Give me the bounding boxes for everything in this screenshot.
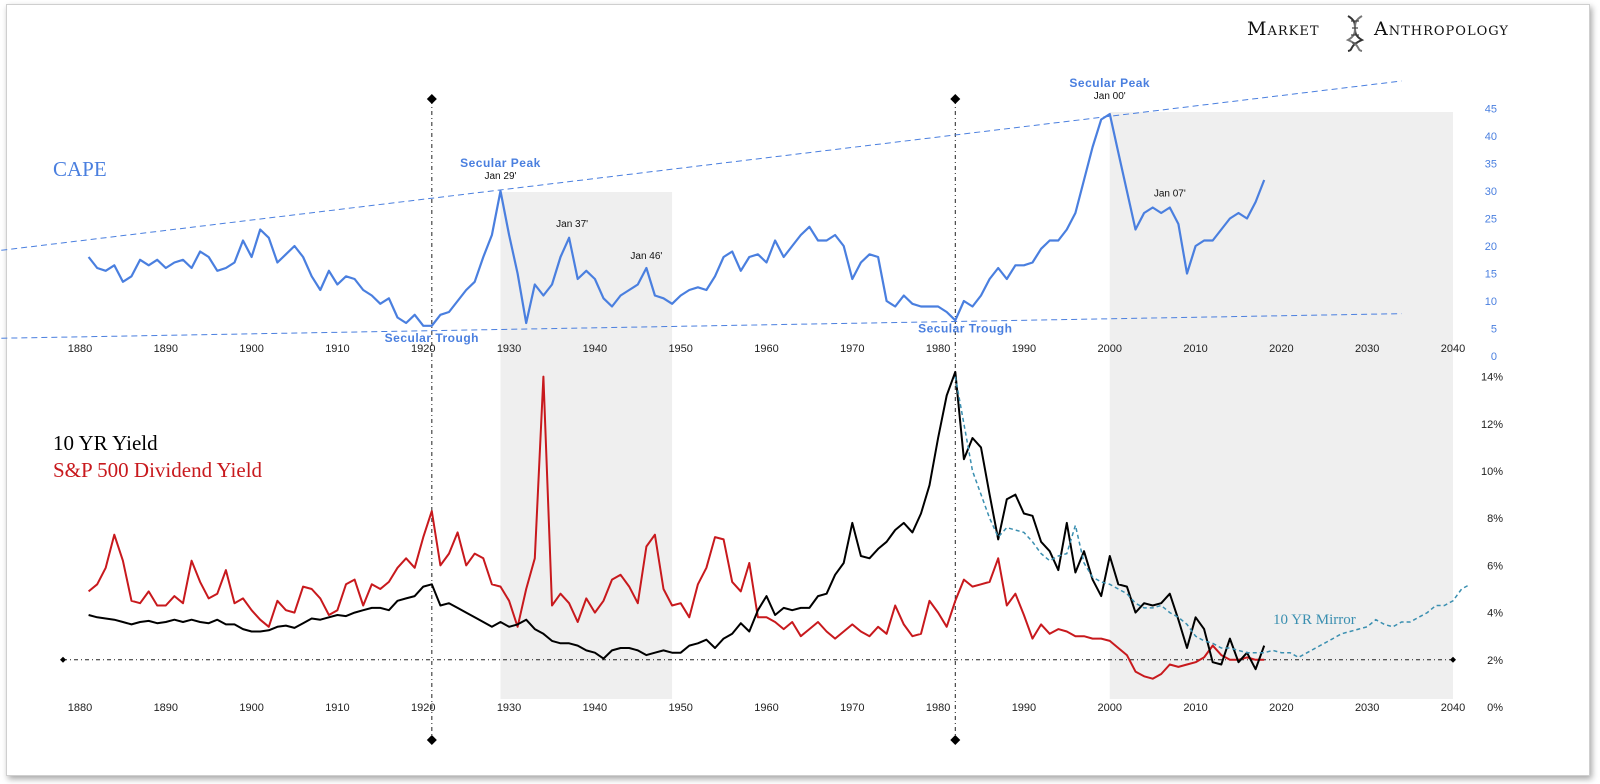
yield-y-tick-6%: 6% — [1487, 560, 1503, 572]
cape-x-tick-1880: 1880 — [68, 343, 92, 355]
diamond-bottom-1921 — [426, 735, 437, 745]
brand-left: Market — [1247, 18, 1320, 40]
cape-x-tick-2000: 2000 — [1098, 343, 1122, 355]
yield-x-tick-1950: 1950 — [668, 702, 692, 714]
cape-y-tick-25: 25 — [1485, 214, 1497, 226]
cape-x-tick-1920: 1920 — [411, 343, 435, 355]
cape-x-tick-1890: 1890 — [154, 343, 178, 355]
annotation-2: Jan 37' — [556, 219, 588, 230]
annotation-1: Secular Trough — [385, 331, 479, 345]
brand-right: Anthropology — [1374, 18, 1509, 40]
cape-trend-lines — [0, 80, 1402, 339]
shade-2000-2040 — [1109, 112, 1453, 699]
yield-x-tick-1910: 1910 — [325, 702, 349, 714]
cape-x-tick-1980: 1980 — [926, 343, 950, 355]
cape-x-tick-1960: 1960 — [754, 343, 778, 355]
cape-x-tick-2040: 2040 — [1441, 343, 1465, 355]
cape-y-tick-30: 30 — [1485, 186, 1497, 198]
cape-x-tick-1990: 1990 — [1012, 343, 1036, 355]
cape-line — [87, 112, 1266, 327]
yield-x-tick-1920: 1920 — [411, 702, 435, 714]
yield-y-tick-4%: 4% — [1487, 608, 1503, 620]
cape-y-tick-40: 40 — [1485, 131, 1497, 143]
yield-y-tick-14%: 14% — [1481, 372, 1503, 384]
yield-y-tick-10%: 10% — [1481, 466, 1503, 478]
yield-x-tick-1940: 1940 — [583, 702, 607, 714]
cape-label: CAPE — [53, 157, 107, 181]
axis-ticks: 1880 1890 1900 1910 1920 1930 1940 1950 1960 1970… — [68, 104, 1503, 715]
annotation-sub-0: Jan 29' — [485, 171, 517, 182]
cape-y-tick-5: 5 — [1491, 324, 1497, 336]
cape-y-tick-10: 10 — [1485, 296, 1497, 308]
treasury-yield-line — [88, 370, 1266, 671]
cape-x-tick-1950: 1950 — [668, 343, 692, 355]
cape-y-tick-15: 15 — [1485, 269, 1497, 281]
yield-x-tick-2020: 2020 — [1269, 702, 1293, 714]
yield-x-tick-1890: 1890 — [154, 702, 178, 714]
yield-x-tick-1980: 1980 — [926, 702, 950, 714]
cape-x-tick-1900: 1900 — [239, 343, 263, 355]
yield-x-tick-2000: 2000 — [1098, 702, 1122, 714]
cape-y-tick-35: 35 — [1485, 159, 1497, 171]
annotation-5: Secular Peak — [1069, 76, 1150, 90]
series-lines — [87, 112, 1471, 680]
reference-right-diamond — [1450, 656, 1456, 663]
dividend-yield-line — [87, 375, 1265, 680]
mirror-label: 10 YR Mirror — [1273, 612, 1356, 628]
yield-x-tick-2040: 2040 — [1441, 702, 1465, 714]
yield-y-tick-2%: 2% — [1487, 655, 1503, 667]
cape-x-tick-2020: 2020 — [1269, 343, 1293, 355]
mirror-line — [954, 376, 1471, 659]
cape-x-tick-2010: 2010 — [1183, 343, 1207, 355]
legend-10yr-yield: 10 YR Yield — [53, 431, 158, 455]
yield-y-tick-0%: 0% — [1487, 702, 1503, 714]
cape-x-tick-1910: 1910 — [325, 343, 349, 355]
diamond-bottom-1982 — [950, 735, 961, 745]
diamond-top-1921 — [426, 94, 437, 104]
cape-y-tick-45: 45 — [1485, 104, 1497, 116]
yield-y-tick-8%: 8% — [1487, 513, 1503, 525]
cape-x-tick-1940: 1940 — [583, 343, 607, 355]
cape-y-tick-20: 20 — [1485, 241, 1497, 253]
cape-y-tick-0: 0 — [1491, 351, 1497, 363]
yield-x-tick-1990: 1990 — [1012, 702, 1036, 714]
cape-x-tick-1970: 1970 — [840, 343, 864, 355]
annotation-6: Jan 07' — [1154, 189, 1186, 200]
trend-line-upper — [0, 80, 1402, 251]
shade-1929-1949 — [500, 192, 673, 699]
yield-x-tick-1970: 1970 — [840, 702, 864, 714]
diamond-top-1982 — [950, 94, 961, 104]
cape-x-tick-1930: 1930 — [497, 343, 521, 355]
yield-x-tick-1960: 1960 — [754, 702, 778, 714]
yield-x-tick-1930: 1930 — [497, 702, 521, 714]
legend-dividend-yield: S&P 500 Dividend Yield — [53, 458, 263, 482]
annotation-4: Secular Trough — [918, 321, 1012, 335]
yield-x-tick-2030: 2030 — [1355, 702, 1379, 714]
secular-turn-verticals — [60, 94, 1456, 745]
yield-x-tick-2010: 2010 — [1183, 702, 1207, 714]
yield-y-tick-12%: 12% — [1481, 419, 1503, 431]
yield-x-tick-1900: 1900 — [239, 702, 263, 714]
yield-x-tick-1880: 1880 — [68, 702, 92, 714]
cape-x-tick-2030: 2030 — [1355, 343, 1379, 355]
reference-left-diamond — [60, 656, 66, 663]
trend-line-lower — [0, 313, 1402, 339]
annotation-sub-5: Jan 00' — [1094, 91, 1126, 102]
dna-helix-icon — [1344, 14, 1366, 52]
shading-layer — [500, 112, 1453, 699]
annotation-0: Secular Peak — [460, 156, 541, 170]
annotation-3: Jan 46' — [630, 251, 662, 262]
